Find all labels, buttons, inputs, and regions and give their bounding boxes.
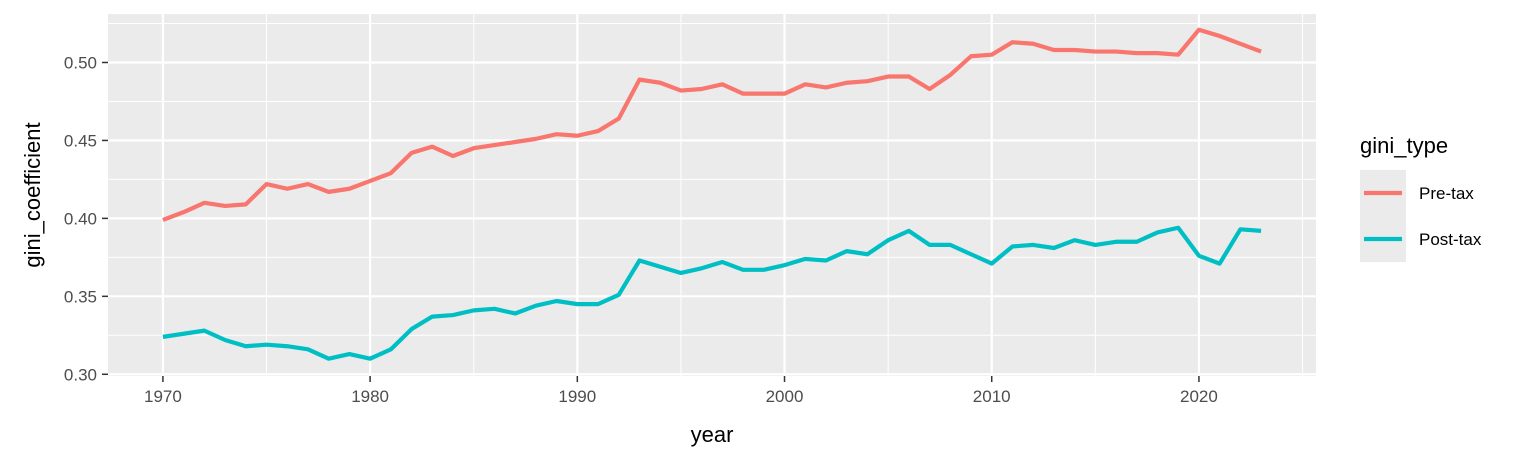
grid-major-lines	[108, 14, 1316, 376]
y-axis-title: gini_coefficient	[20, 122, 45, 267]
axis-ticks	[102, 61, 1200, 382]
series-line-post-tax	[162, 225, 1262, 361]
x-tick-label: 1970	[144, 387, 182, 406]
legend-label: Post-tax	[1419, 230, 1482, 249]
x-tick-label: 2000	[766, 387, 804, 406]
x-tick-label: 2010	[973, 387, 1011, 406]
axis-tick-labels: 1970 1980 1990 2000 2010 2020 0.30 0.35 0.40 0.45…	[64, 53, 1218, 406]
x-tick-label: 1980	[351, 387, 389, 406]
legend: gini_type Pre-tax Post-tax	[1360, 133, 1482, 262]
y-tick-label: 0.50	[64, 53, 97, 72]
x-tick-label: 1990	[558, 387, 596, 406]
y-tick-label: 0.45	[64, 131, 97, 150]
series-layer	[162, 27, 1262, 361]
y-tick-label: 0.40	[64, 209, 97, 228]
series-line-pre-tax	[162, 27, 1262, 222]
legend-item-pre-tax: Pre-tax	[1360, 170, 1474, 216]
legend-title: gini_type	[1360, 133, 1448, 158]
x-tick-label: 2020	[1180, 387, 1218, 406]
x-axis-title: year	[691, 422, 734, 447]
grid-minor-lines	[108, 14, 1316, 376]
legend-item-post-tax: Post-tax	[1360, 216, 1482, 262]
legend-label: Pre-tax	[1419, 184, 1474, 203]
y-tick-label: 0.30	[64, 365, 97, 384]
plot-panel	[108, 14, 1316, 376]
y-tick-label: 0.35	[64, 287, 97, 306]
